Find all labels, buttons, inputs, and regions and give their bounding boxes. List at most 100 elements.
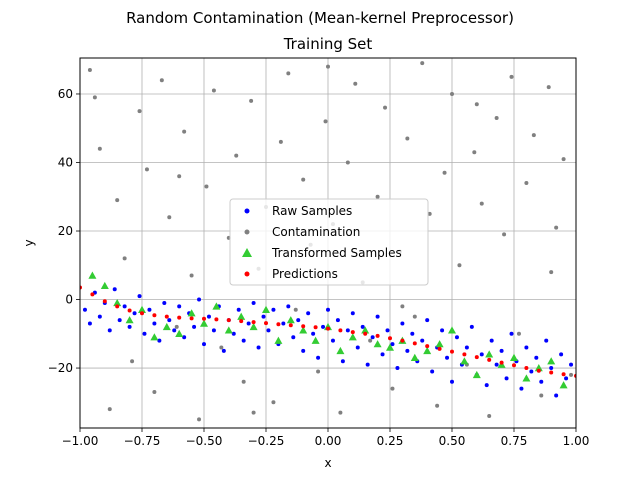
raw-samples-point xyxy=(236,307,241,312)
predictions-point xyxy=(462,352,467,357)
raw-samples-point xyxy=(544,338,549,343)
contamination-point xyxy=(204,184,209,189)
contamination-point xyxy=(107,407,112,412)
transformed-samples-point xyxy=(559,381,568,389)
contamination-point xyxy=(554,225,559,230)
predictions-point xyxy=(536,368,541,373)
predictions-point xyxy=(524,366,529,371)
contamination-point xyxy=(457,263,462,268)
transformed-samples-point xyxy=(435,340,444,348)
contamination-point xyxy=(487,414,492,419)
contamination-point xyxy=(383,105,388,110)
contamination-point xyxy=(130,359,135,364)
raw-samples-point xyxy=(355,345,360,350)
predictions-point xyxy=(251,320,256,325)
transformed-samples-point xyxy=(361,326,370,334)
raw-samples-point xyxy=(157,338,162,343)
raw-samples-point xyxy=(137,294,142,299)
raw-samples-point xyxy=(87,321,92,326)
raw-samples-point xyxy=(330,338,335,343)
raw-samples-point xyxy=(450,379,454,384)
x-tick-label: −1.00 xyxy=(62,434,99,448)
raw-samples-point xyxy=(529,369,534,374)
raw-samples-point xyxy=(400,321,405,326)
raw-samples-point xyxy=(360,324,365,329)
transformed-samples-point xyxy=(472,370,481,379)
predictions-point xyxy=(276,322,281,327)
predictions-point xyxy=(512,363,516,368)
transformed-samples-point xyxy=(237,312,246,320)
x-tick-label: 0.50 xyxy=(439,434,466,448)
contamination-point xyxy=(92,95,97,100)
raw-samples-point xyxy=(127,324,132,329)
contamination-point xyxy=(472,150,477,155)
transformed-samples-point xyxy=(410,353,419,361)
x-axis: −1.00 −0.75 −0.50 −0.25 0.00 0.25 0.50 0.75 1.00 xyxy=(62,428,589,448)
predictions-point xyxy=(152,313,157,318)
raw-samples-point xyxy=(554,393,559,398)
legend-marker-predictions xyxy=(244,271,250,277)
raw-samples-point xyxy=(519,386,524,391)
predictions-point xyxy=(425,344,430,349)
contamination-point xyxy=(509,74,514,79)
predictions-point xyxy=(350,330,355,335)
raw-samples-point xyxy=(539,379,544,384)
predictions-point xyxy=(226,318,231,323)
transformed-samples-point xyxy=(200,319,208,327)
raw-samples-point xyxy=(206,314,211,319)
predictions-point xyxy=(288,323,293,328)
x-tick-label: −0.50 xyxy=(186,434,223,448)
raw-samples-point xyxy=(326,307,330,312)
raw-samples-point xyxy=(425,318,430,323)
predictions-point xyxy=(264,321,268,326)
predictions-point xyxy=(561,372,566,377)
contamination-point xyxy=(400,304,405,309)
raw-samples-point xyxy=(256,345,261,350)
transformed-samples-point xyxy=(286,316,295,324)
predictions-point xyxy=(189,316,194,321)
contamination-point xyxy=(326,64,330,69)
raw-samples-point xyxy=(251,300,256,305)
x-tick-label: 0.25 xyxy=(377,434,404,448)
raw-samples-point xyxy=(296,318,301,323)
raw-samples-point xyxy=(350,311,355,316)
contamination-point xyxy=(167,215,172,220)
contamination-point xyxy=(479,201,484,206)
transformed-samples-point xyxy=(348,333,357,341)
legend-label-predictions: Predictions xyxy=(272,267,338,281)
raw-samples-point xyxy=(231,331,236,336)
legend-marker-contamination xyxy=(244,229,250,235)
contamination-point xyxy=(115,198,120,203)
raw-samples-point xyxy=(345,328,350,333)
predictions-point xyxy=(450,349,454,354)
raw-samples-point xyxy=(410,331,415,336)
contamination-point xyxy=(561,157,566,162)
transformed-samples-point xyxy=(249,322,258,331)
contamination-point xyxy=(353,81,358,86)
transformed-samples-point xyxy=(150,333,159,341)
legend-box xyxy=(229,198,429,286)
contamination-point xyxy=(531,133,536,138)
raw-samples-point xyxy=(177,304,182,309)
transformed-samples-point xyxy=(274,336,283,344)
raw-samples-point xyxy=(117,318,122,323)
contamination-point xyxy=(412,314,417,319)
contamination-point xyxy=(251,410,256,415)
contamination-point xyxy=(271,400,276,405)
contamination-point xyxy=(375,194,380,199)
raw-samples-point xyxy=(281,321,286,326)
contamination-point xyxy=(316,369,321,374)
transformed-samples-point xyxy=(162,322,171,331)
predictions-point xyxy=(239,319,244,324)
raw-samples-point xyxy=(97,314,102,319)
raw-samples-point xyxy=(246,321,251,326)
raw-samples-point xyxy=(221,348,226,353)
contamination-point xyxy=(390,386,395,391)
raw-samples-point xyxy=(197,297,202,302)
contamination-point xyxy=(286,71,291,76)
raw-samples-point xyxy=(340,359,345,364)
legend: Raw Samples Contamination Transformed Samp… xyxy=(229,198,429,286)
raw-samples-point xyxy=(380,352,385,357)
transformed-samples-point xyxy=(138,305,146,314)
transformed-samples-point xyxy=(113,298,122,307)
